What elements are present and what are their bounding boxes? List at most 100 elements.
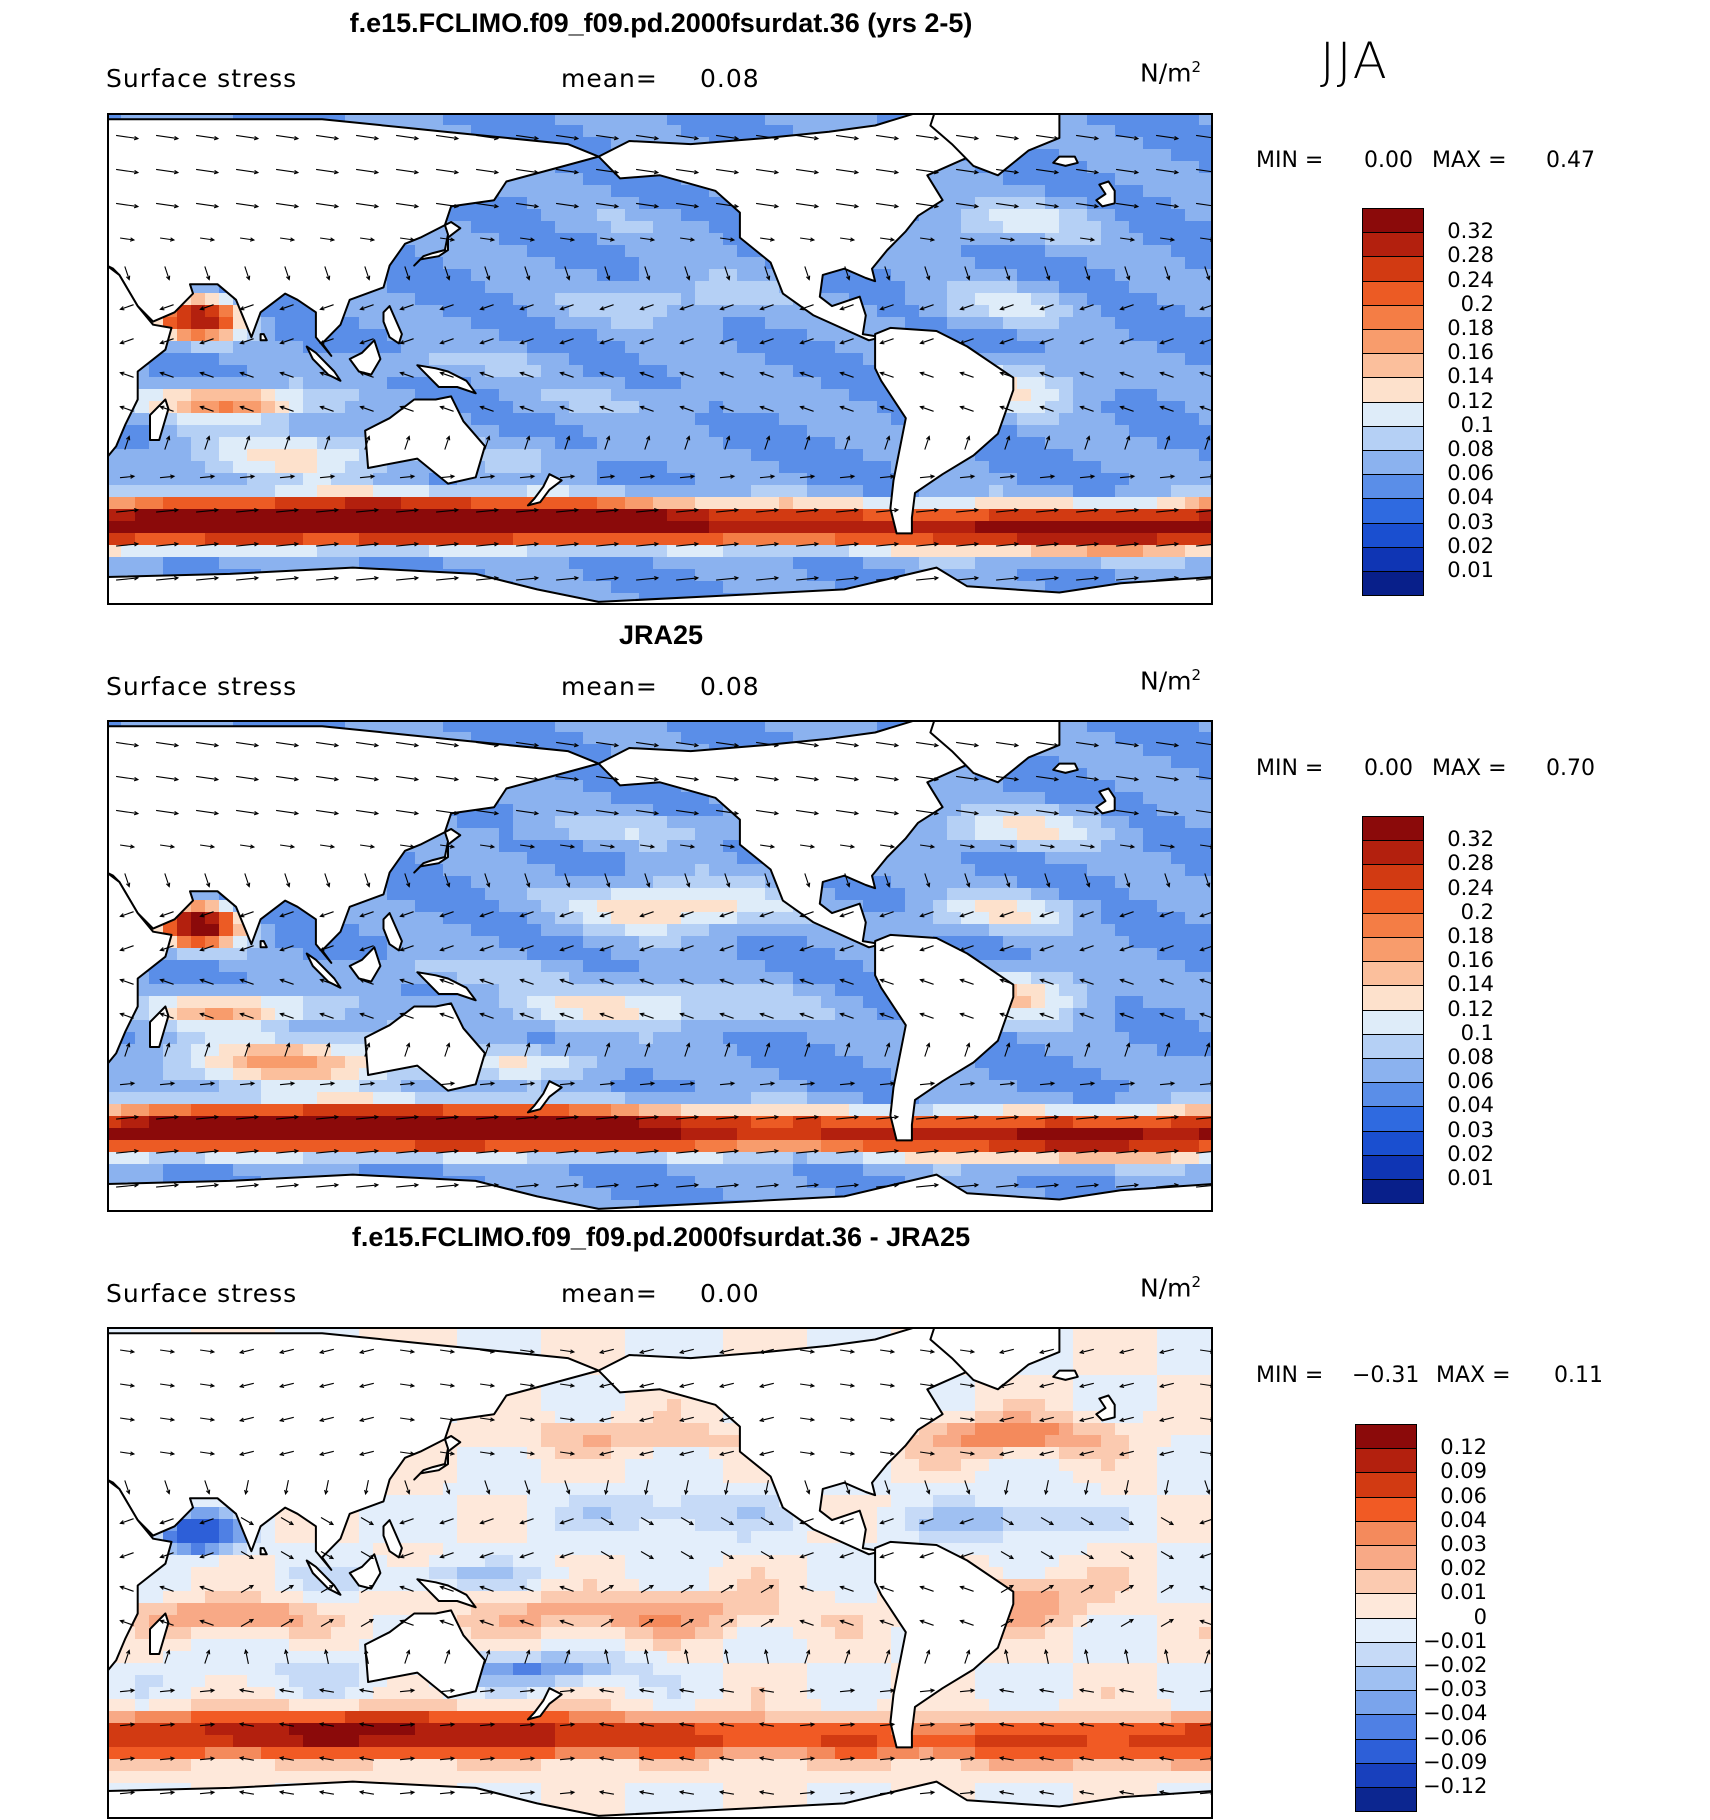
- stress-vector: [636, 543, 658, 547]
- field-cell: [429, 533, 444, 546]
- stress-vector-head: [846, 435, 851, 441]
- stress-vector: [716, 202, 738, 208]
- field-cell: [667, 485, 682, 498]
- field-cell: [625, 125, 640, 138]
- stress-vector-head: [649, 237, 656, 242]
- field-cell: [1031, 509, 1046, 522]
- field-cell: [597, 365, 612, 378]
- stress-vector-head: [570, 474, 576, 479]
- field-cell: [219, 425, 234, 438]
- field-cell: [527, 317, 542, 330]
- stress-vector: [1164, 436, 1170, 450]
- field-cell: [639, 245, 654, 258]
- field-cell: [667, 449, 682, 462]
- field-cell: [233, 365, 248, 378]
- stress-vector-head: [879, 371, 885, 376]
- stress-vector-head: [769, 237, 776, 242]
- field-cell: [345, 485, 360, 498]
- field-cell: [1129, 521, 1144, 534]
- field-cell: [499, 461, 514, 474]
- field-cell: [1017, 804, 1032, 817]
- field-cell: [695, 720, 710, 733]
- field-cell: [639, 329, 654, 342]
- field-cell: [541, 720, 556, 733]
- field-cell: [303, 485, 318, 498]
- field-cell: [877, 305, 892, 318]
- field-cell: [765, 293, 780, 306]
- field-cell: [541, 185, 556, 198]
- stress-vector-head: [1054, 507, 1060, 513]
- field-cell: [499, 257, 514, 270]
- stress-vector: [1036, 509, 1058, 513]
- field-cell: [835, 449, 850, 462]
- field-cell: [583, 792, 598, 805]
- stress-vector-head: [373, 203, 380, 209]
- field-cell: [163, 485, 178, 498]
- field-cell: [541, 780, 556, 793]
- field-cell: [345, 533, 360, 546]
- field-cell: [121, 485, 136, 498]
- stress-vector: [360, 406, 374, 412]
- field-cell: [611, 245, 626, 258]
- field-cell: [1199, 413, 1213, 426]
- field-cell: [345, 497, 360, 510]
- field-cell: [1073, 305, 1088, 318]
- stress-vector-head: [639, 340, 645, 345]
- field-cell: [583, 557, 598, 570]
- field-cell: [1045, 341, 1060, 354]
- stress-vector-head: [729, 237, 736, 242]
- field-cell: [275, 329, 290, 342]
- field-cell: [1157, 293, 1172, 306]
- field-cell: [527, 113, 542, 126]
- field-cell: [611, 185, 626, 198]
- field-cell: [541, 197, 556, 210]
- field-cell: [639, 509, 654, 522]
- field-cell: [1185, 792, 1200, 805]
- stress-vector: [476, 202, 498, 208]
- field-cell: [1017, 317, 1032, 330]
- field-cell: [569, 780, 584, 793]
- stress-vector: [520, 406, 534, 412]
- stress-vector: [236, 577, 258, 581]
- field-cell: [275, 545, 290, 558]
- field-cell: [1031, 389, 1046, 402]
- stress-vector: [764, 266, 770, 280]
- field-cell: [233, 545, 248, 558]
- field-cell: [1045, 425, 1060, 438]
- field-cell: [947, 293, 962, 306]
- stress-vector: [480, 338, 494, 344]
- field-cell: [751, 557, 766, 570]
- field-cell: [667, 401, 682, 414]
- stress-vector: [364, 266, 370, 280]
- stress-vector-head: [853, 203, 860, 209]
- field-cell: [247, 461, 262, 474]
- field-cell: [667, 732, 682, 745]
- field-cell: [289, 449, 304, 462]
- field-cell: [1101, 365, 1116, 378]
- field-cell: [695, 305, 710, 318]
- field-cell: [877, 533, 892, 546]
- field-cell: [1199, 341, 1213, 354]
- field-cell: [891, 557, 906, 570]
- stress-vector: [800, 372, 814, 378]
- field-cell: [1157, 425, 1172, 438]
- field-cell: [765, 449, 780, 462]
- field-cell: [681, 245, 696, 258]
- field-cell: [499, 509, 514, 522]
- field-cell: [1143, 461, 1158, 474]
- field-cell: [681, 804, 696, 817]
- stress-vector-head: [439, 371, 445, 376]
- field-cell: [471, 329, 486, 342]
- field-cell: [569, 437, 584, 450]
- stress-vector-head: [439, 306, 445, 311]
- field-cell: [751, 125, 766, 138]
- field-cell: [597, 209, 612, 222]
- stress-vector: [1120, 304, 1134, 310]
- field-cell: [779, 125, 794, 138]
- field-cell: [1115, 557, 1130, 570]
- field-cell: [1199, 816, 1213, 829]
- field-cell: [779, 389, 794, 402]
- stress-vector-head: [1159, 371, 1165, 376]
- field-cell: [289, 497, 304, 510]
- stress-vector-head: [1006, 275, 1011, 281]
